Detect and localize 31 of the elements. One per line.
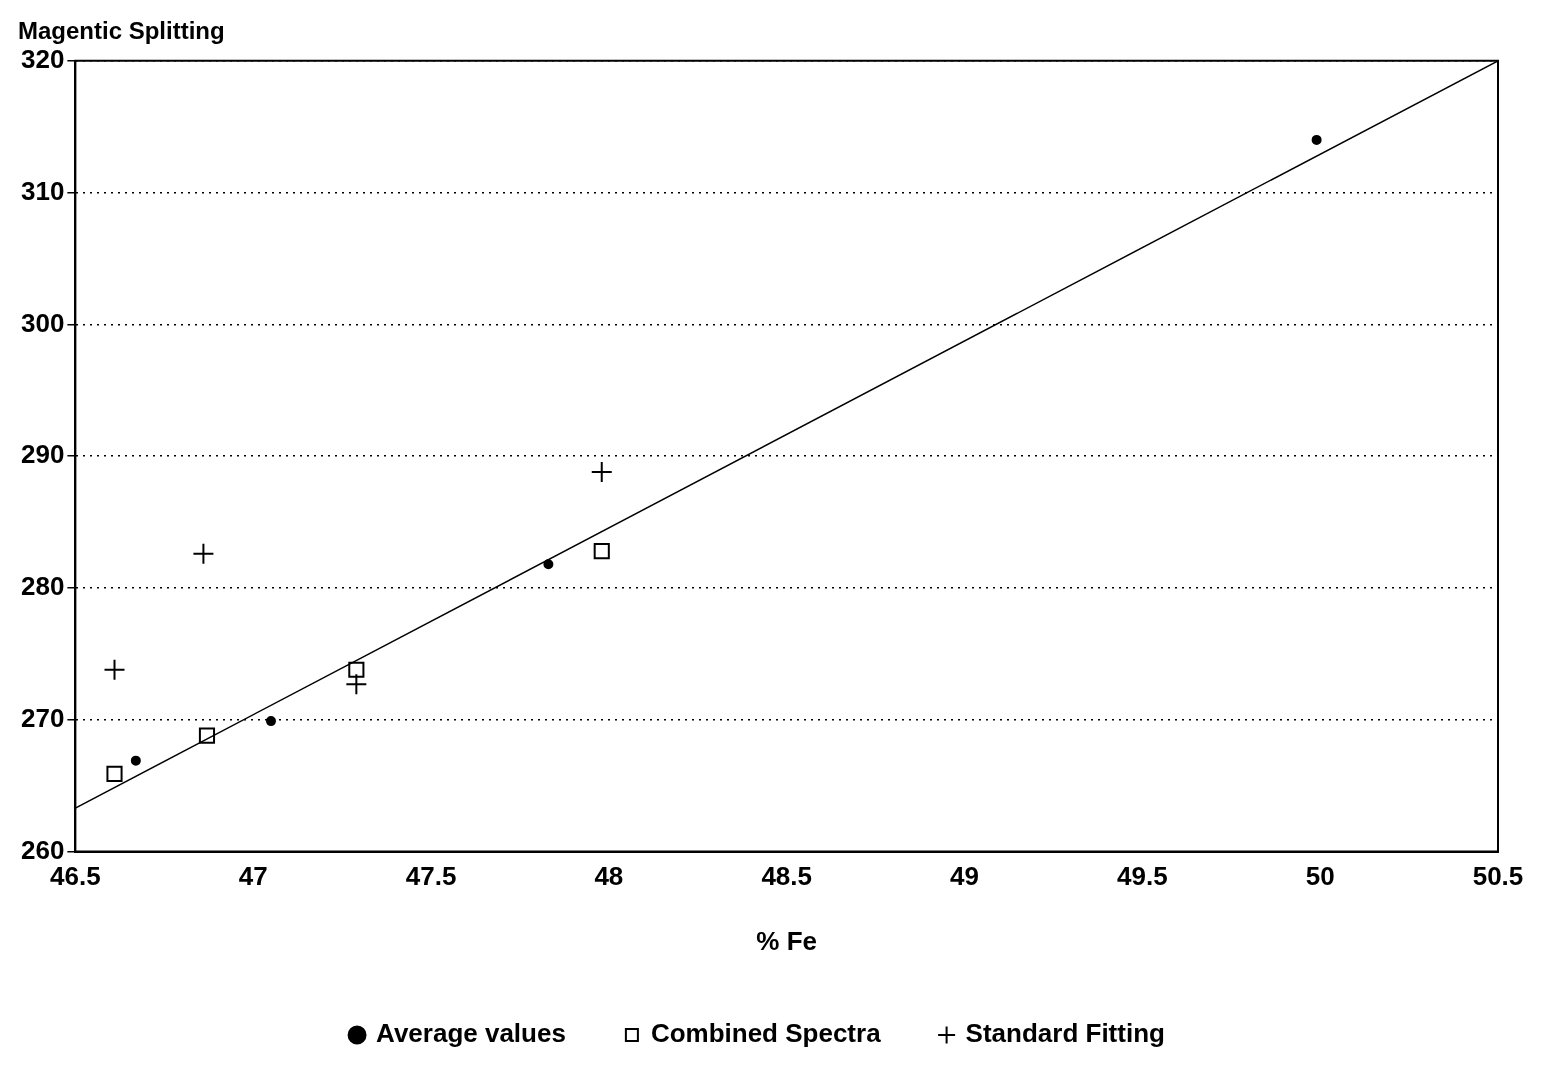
y-axis-title: Magentic Splitting bbox=[18, 17, 225, 45]
x-axis-title: % Fe bbox=[756, 925, 818, 956]
x-tick-label: 50 bbox=[1305, 861, 1335, 892]
point bbox=[192, 542, 215, 565]
point bbox=[265, 716, 276, 727]
legend-label: Combined Spectra bbox=[650, 1018, 882, 1049]
x-tick-label: 49 bbox=[950, 861, 979, 892]
x-tick-label: 47 bbox=[238, 861, 268, 892]
point bbox=[1311, 134, 1322, 145]
point bbox=[130, 755, 141, 766]
point bbox=[106, 765, 123, 782]
y-tick-label: 310 bbox=[20, 175, 65, 206]
legend-label: Average values bbox=[376, 1018, 566, 1049]
y-tick-label: 300 bbox=[20, 307, 65, 338]
y-tick-label: 280 bbox=[20, 571, 65, 602]
x-tick-label: 49.5 bbox=[1117, 861, 1168, 892]
y-tick-label: 270 bbox=[20, 702, 65, 733]
x-tick-label: 48 bbox=[594, 861, 624, 892]
x-tick-label: 50.5 bbox=[1472, 861, 1524, 892]
y-tick-label: 320 bbox=[20, 43, 65, 74]
point bbox=[103, 658, 126, 681]
point bbox=[348, 661, 365, 678]
point bbox=[543, 559, 554, 570]
legend-label: Standard Fitting bbox=[965, 1018, 1165, 1049]
point bbox=[198, 727, 216, 744]
y-tick-label: 290 bbox=[20, 439, 65, 470]
point bbox=[593, 543, 610, 560]
x-tick-label: 48.5 bbox=[761, 861, 812, 892]
x-tick-label: 47.5 bbox=[405, 861, 457, 892]
point bbox=[345, 673, 368, 696]
point bbox=[590, 461, 613, 484]
